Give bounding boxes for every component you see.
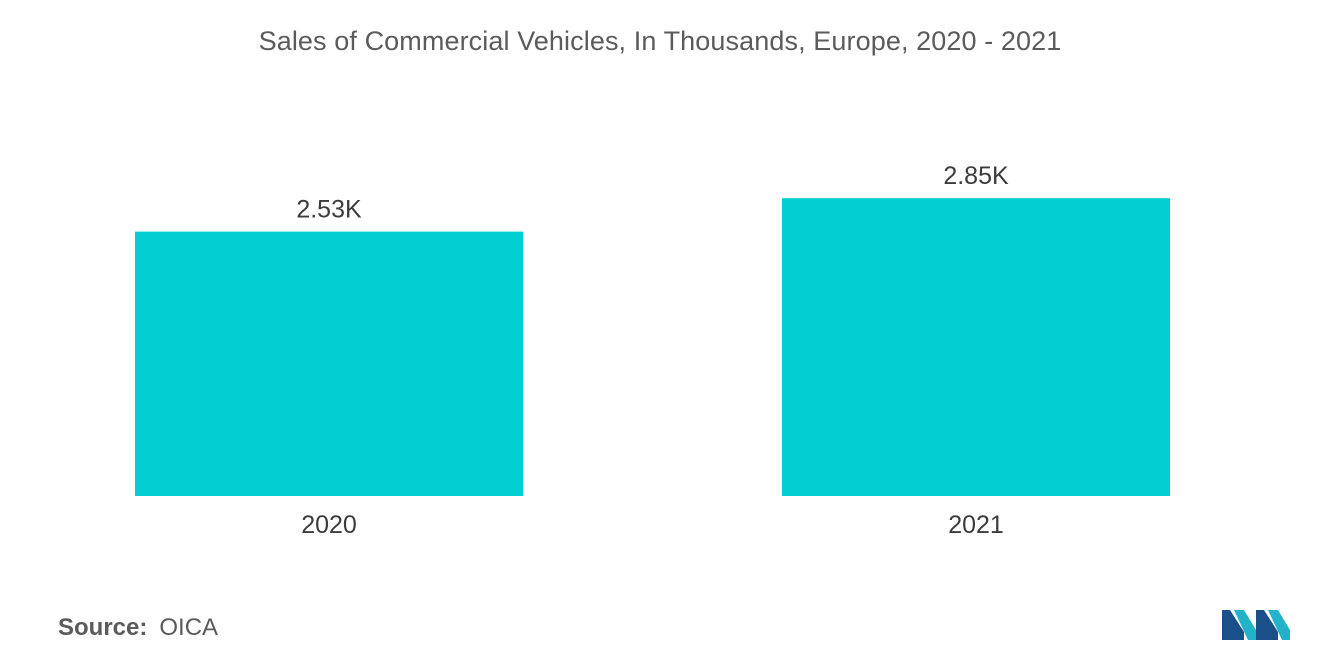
source-note: Source: OICA xyxy=(58,614,218,642)
data-label-2021: 2.85K xyxy=(943,162,1009,190)
bar-2020 xyxy=(135,231,523,497)
bar-2021 xyxy=(782,198,1170,497)
chart-title: Sales of Commercial Vehicles, In Thousan… xyxy=(258,26,1062,56)
x-tick-label-2021: 2021 xyxy=(948,511,1004,539)
data-label-2020: 2.53K xyxy=(296,196,362,224)
mordor-intelligence-logo-icon xyxy=(1222,610,1290,640)
source-value: OICA xyxy=(159,614,219,641)
bars-layer: 2.53K 2020 2.85K 2021 xyxy=(135,162,1170,539)
x-tick-label-2020: 2020 xyxy=(301,511,357,539)
source-key: Source: xyxy=(58,614,148,641)
